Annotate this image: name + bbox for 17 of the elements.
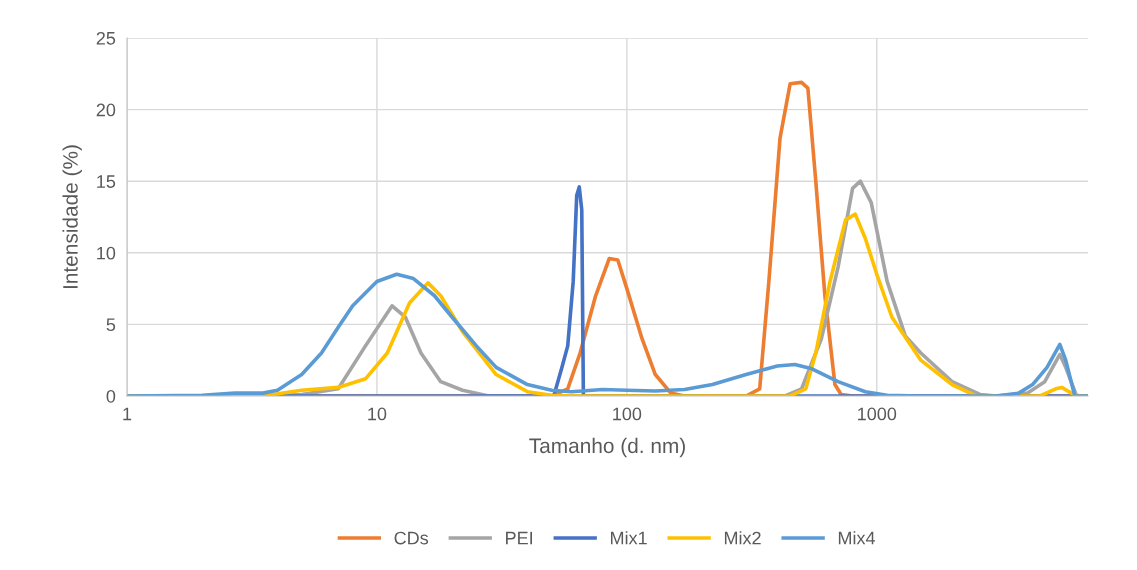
y-tick-label: 15 [97,175,116,188]
x-tick-label: 1 [123,407,132,421]
legend-label: Mix4 [838,531,876,545]
x-tick-label: 1000 [858,407,897,421]
y-tick-label: 20 [96,103,116,117]
y-axis-title: Intensidade (%) [62,145,82,289]
legend-label: Mix1 [610,531,647,545]
legend-label: PEI [506,531,533,545]
x-tick-label: 100 [613,407,642,421]
y-tick-label: 5 [106,318,116,332]
x-axis-title: Tamanho (d. nm) [529,437,685,458]
y-tick-label: 10 [97,246,116,260]
legend-label: Mix2 [724,531,761,545]
y-tick-label: 25 [96,31,116,45]
x-tick-label: 10 [368,407,387,421]
y-tick-label: 0 [106,389,116,403]
legend-label: CDs [394,531,429,545]
